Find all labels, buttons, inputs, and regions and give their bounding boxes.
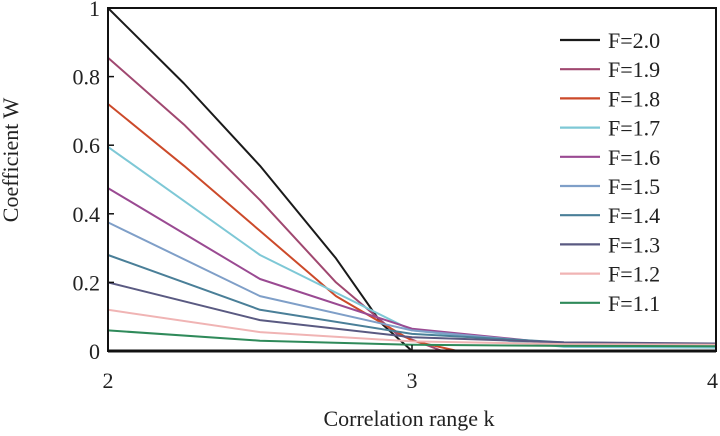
legend-label: F=1.6 <box>608 145 660 170</box>
y-axis-title: Coefficient W <box>0 98 23 223</box>
legend-background <box>552 20 714 322</box>
legend-label: F=1.7 <box>608 116 660 141</box>
y-tick-label: 0.4 <box>73 202 101 227</box>
legend-label: F=1.8 <box>608 86 660 111</box>
series-layer <box>107 7 717 352</box>
legend-label: F=1.1 <box>608 291 660 316</box>
series-line-f-1-1 <box>107 329 717 348</box>
y-tick-label: 0.2 <box>73 270 101 295</box>
legend-label: F=1.9 <box>608 57 660 82</box>
y-tick-label: 0 <box>89 339 100 364</box>
x-tick-label: 4 <box>707 368 718 393</box>
legend-label: F=1.2 <box>608 262 660 287</box>
series-line-f-2-0 <box>107 7 413 352</box>
axes-layer: 0 0.2 0.4 0.6 0.8 1 2 3 4 <box>73 0 719 393</box>
y-tick-label: 0.8 <box>73 65 101 90</box>
y-tick-label: 0.6 <box>73 133 101 158</box>
legend-label: F=1.3 <box>608 232 660 257</box>
x-tick-label: 2 <box>103 368 114 393</box>
series-line-f-1-9 <box>107 56 443 352</box>
y-tick-label: 1 <box>89 0 100 21</box>
x-axis-title: Correlation range k <box>323 406 494 431</box>
series-line-f-1-3 <box>107 281 717 345</box>
legend-label: F=1.4 <box>608 203 660 228</box>
x-tick-label: 3 <box>407 368 418 393</box>
legend-label: F=2.0 <box>608 28 660 53</box>
legend-label: F=1.5 <box>608 174 660 199</box>
series-line-f-1-2 <box>107 308 717 346</box>
legend: F=2.0 F=1.9 F=1.8 F=1.7 F=1.6 F=1.5 F=1.4 F=1.3… <box>552 20 714 322</box>
